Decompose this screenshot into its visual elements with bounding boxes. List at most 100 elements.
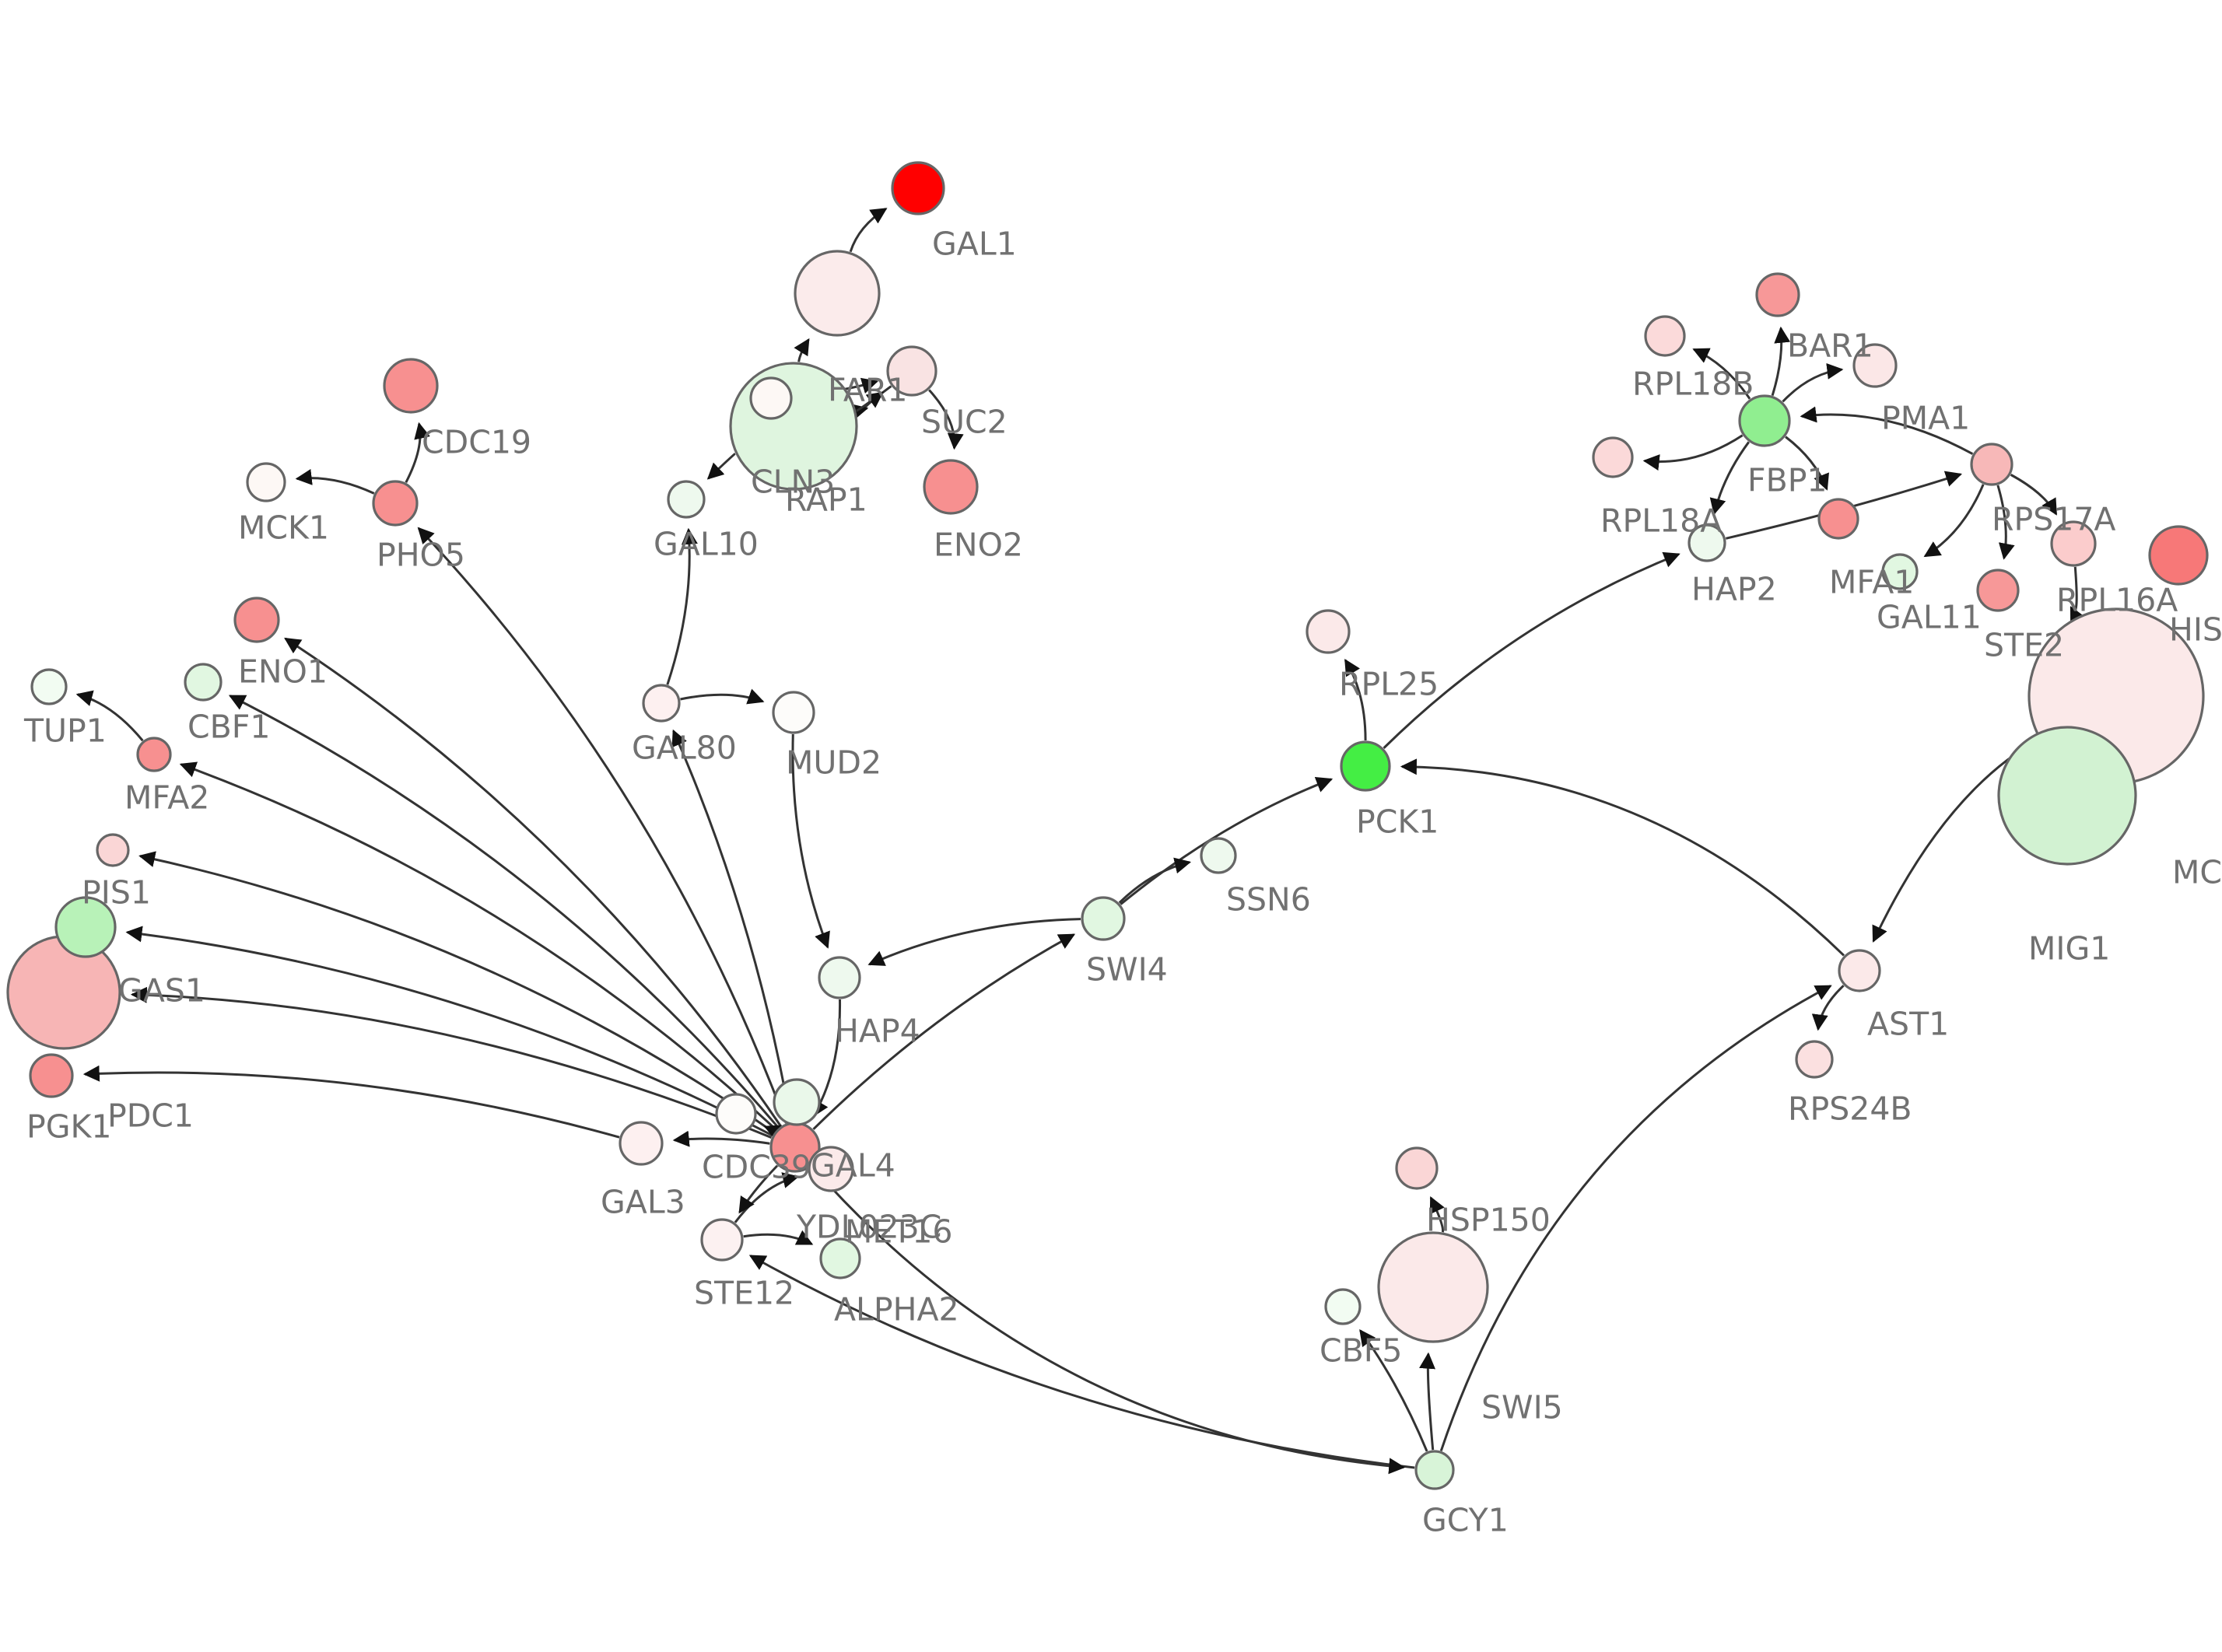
node-label-cbf1: CBF1: [188, 708, 270, 745]
edge-rps17a-to-fbp1: [1800, 406, 1974, 455]
node-cbf5[interactable]: [1324, 1288, 1362, 1325]
node-label-rps17a: RPS17A: [1992, 500, 2115, 537]
edge-rps17a-to-gal11: [1923, 484, 1985, 558]
node-swi5[interactable]: [1377, 1231, 1489, 1343]
edge-gal4-to-met16: [763, 1125, 783, 1140]
edge-gal4-to-swi4: [812, 933, 1076, 1130]
node-fbp1[interactable]: [1738, 394, 1791, 447]
node-ste12[interactable]: [700, 1218, 744, 1262]
edge-mfa2-to-tup1: [75, 690, 144, 742]
node-gal11[interactable]: [1881, 553, 1919, 590]
node-label-pdc1: PDC1: [107, 1097, 194, 1134]
node-label-hap4: HAP4: [835, 1012, 920, 1049]
node-mfa1[interactable]: [1817, 498, 1859, 540]
node-cdc39[interactable]: [773, 1078, 821, 1126]
edge-gal4-to-pho5: [417, 527, 787, 1124]
node-mig1[interactable]: [1997, 726, 2137, 866]
node-rpl25[interactable]: [1306, 609, 1351, 654]
node-cdc19[interactable]: [383, 358, 439, 414]
node-hsp150[interactable]: [1395, 1146, 1439, 1190]
node-ast1[interactable]: [1838, 949, 1881, 992]
node-label-tup1: TUP1: [23, 712, 107, 749]
node-label-eno1: ENO1: [238, 653, 328, 690]
node-label-gcy1: GCY1: [1422, 1501, 1509, 1538]
edge-pck1-to-rpl25: [1344, 659, 1367, 741]
edge-fbp1-to-mfa1: [1785, 436, 1829, 491]
edge-ast1-to-rps24b: [1811, 985, 1845, 1031]
node-hap4[interactable]: [818, 956, 861, 999]
node-rps17a[interactable]: [1970, 443, 2013, 486]
node-label-mck1: MCK1: [238, 509, 329, 546]
node-label-his4: HIS4: [2169, 611, 2222, 648]
node-rpl18a[interactable]: [1592, 436, 1634, 478]
edge-gal4-to-mfa2: [179, 761, 777, 1131]
edge-cln3-to-far1: [794, 338, 810, 362]
edge-fbp1-to-rpl18b: [1692, 348, 1751, 400]
node-gal10[interactable]: [667, 480, 706, 519]
node-label-ssn6: SSN6: [1226, 880, 1311, 918]
node-label-cdc39: CDC39: [702, 1148, 811, 1185]
node-bar1[interactable]: [1755, 272, 1800, 317]
edge-fbp1-to-pma1: [1782, 362, 1844, 403]
edge-pho5-to-mck1: [295, 469, 375, 495]
nodes-group: [6, 161, 2209, 1490]
edge-swi4-to-hap4: [867, 918, 1081, 966]
node-gcy1[interactable]: [1414, 1450, 1455, 1490]
node-label-far1: FAR1: [828, 371, 907, 408]
node-his4[interactable]: [2148, 525, 2209, 586]
node-ssn6[interactable]: [1200, 837, 1237, 874]
node-eno2[interactable]: [923, 459, 979, 515]
node-swi4[interactable]: [1081, 896, 1126, 941]
edge-rpl16a-to-mcm1: [2070, 566, 2085, 625]
edge-gal4-to-gcy1: [811, 1165, 1406, 1475]
edge-ste12-to-alpha2: [743, 1230, 814, 1245]
node-rpl18b[interactable]: [1644, 315, 1686, 357]
node-mud2[interactable]: [772, 691, 815, 734]
node-rps24b[interactable]: [1795, 1040, 1834, 1079]
edge-swi4-to-ssn6: [1118, 857, 1192, 904]
node-ydl023c[interactable]: [808, 1146, 854, 1192]
node-pgk1[interactable]: [29, 1053, 74, 1098]
node-ste2[interactable]: [1976, 569, 2020, 612]
node-far1[interactable]: [794, 250, 881, 337]
node-pck1[interactable]: [1340, 740, 1391, 792]
edge-far1-to-gal1: [849, 208, 888, 253]
node-mck1[interactable]: [246, 462, 286, 502]
node-cbf1[interactable]: [184, 663, 223, 702]
node-mfa2[interactable]: [136, 737, 172, 772]
node-tup1[interactable]: [30, 668, 68, 705]
node-label-met16: MET16: [845, 1213, 953, 1250]
node-label-cdc19: CDC19: [422, 423, 531, 460]
node-pdc1[interactable]: [6, 935, 121, 1050]
node-label-mcm1: MCM1: [2172, 853, 2222, 891]
node-rpl16a[interactable]: [2050, 520, 2097, 567]
node-label-mig1: MIG1: [2028, 929, 2110, 967]
node-label-pma1: PMA1: [1881, 399, 1970, 436]
node-pis1[interactable]: [96, 833, 130, 867]
edge-fbp1-to-rpl18a: [1642, 434, 1744, 471]
node-pma1[interactable]: [1852, 343, 1898, 388]
node-gal3[interactable]: [619, 1121, 664, 1166]
node-alpha2[interactable]: [819, 1237, 861, 1279]
node-gas1[interactable]: [54, 896, 117, 958]
node-label-mud2: MUD2: [786, 744, 881, 781]
edge-gal4-to-gas1: [125, 926, 773, 1137]
edge-suc2-to-eno2: [928, 389, 964, 450]
node-gal1[interactable]: [891, 161, 945, 215]
edge-gcy1-to-ast1: [1439, 985, 1832, 1451]
node-label-pgk1: PGK1: [26, 1108, 111, 1145]
node-met16[interactable]: [715, 1093, 757, 1135]
node-eno1[interactable]: [233, 597, 280, 643]
node-pho5[interactable]: [372, 480, 419, 527]
node-label-gas1: GAS1: [118, 971, 205, 1009]
node-label-mfa2: MFA2: [124, 779, 209, 816]
node-label-hap2: HAP2: [1691, 570, 1777, 607]
node-suc2[interactable]: [886, 345, 938, 397]
node-rap1[interactable]: [749, 376, 793, 420]
edges-group: [75, 208, 2085, 1475]
node-hap2[interactable]: [1688, 523, 1726, 562]
node-gal80[interactable]: [642, 684, 681, 723]
